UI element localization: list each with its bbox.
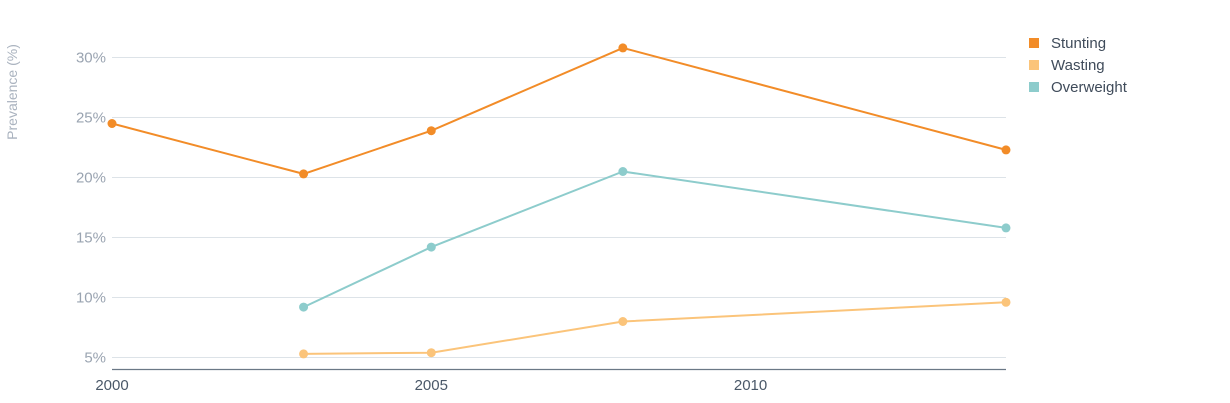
legend-swatch [1029, 60, 1039, 70]
x-axis-ticks: 2000 2005 2010 [95, 377, 767, 394]
x-tick-label: 2000 [95, 377, 128, 394]
legend-item-overweight: Overweight [1029, 79, 1128, 96]
data-point [618, 43, 628, 53]
series-line [303, 301, 1007, 355]
data-point [426, 348, 436, 358]
legend-item-stunting: Stunting [1029, 35, 1106, 52]
data-point [618, 317, 628, 326]
series-wasting [299, 297, 1011, 359]
series-layer [107, 43, 1011, 359]
gridlines [112, 57, 1006, 358]
data-point [107, 119, 117, 128]
y-tick-label: 30% [76, 50, 106, 67]
data-point [299, 169, 309, 179]
series-overweight [299, 167, 1011, 312]
legend-label: Overweight [1051, 79, 1128, 96]
legend-swatch [1029, 82, 1039, 92]
y-tick-label: 25% [76, 110, 106, 127]
y-tick-label: 10% [76, 290, 106, 307]
series-line [111, 46, 1007, 175]
data-point [426, 242, 436, 252]
data-point [1001, 145, 1011, 155]
legend-label: Stunting [1051, 35, 1106, 52]
y-tick-label: 15% [76, 230, 106, 247]
series-stunting [107, 43, 1011, 179]
data-point [299, 349, 309, 359]
y-axis-title: Prevalence (%) [4, 44, 20, 140]
x-tick-label: 2010 [734, 377, 767, 394]
data-point [1001, 223, 1011, 233]
data-point [1001, 297, 1011, 307]
x-tick-label: 2005 [415, 377, 448, 394]
y-axis-ticks: 5% 10% 15% 20% 25% 30% [76, 50, 106, 367]
legend-swatch [1029, 38, 1039, 48]
legend-item-wasting: Wasting [1029, 57, 1105, 74]
series-line [303, 170, 1007, 309]
y-tick-label: 20% [76, 170, 106, 187]
data-point [426, 126, 436, 136]
data-point [299, 302, 309, 312]
legend-label: Wasting [1051, 57, 1105, 74]
legend: Stunting Wasting Overweight [1029, 35, 1128, 96]
y-tick-label: 5% [84, 350, 106, 367]
data-point [618, 167, 628, 176]
